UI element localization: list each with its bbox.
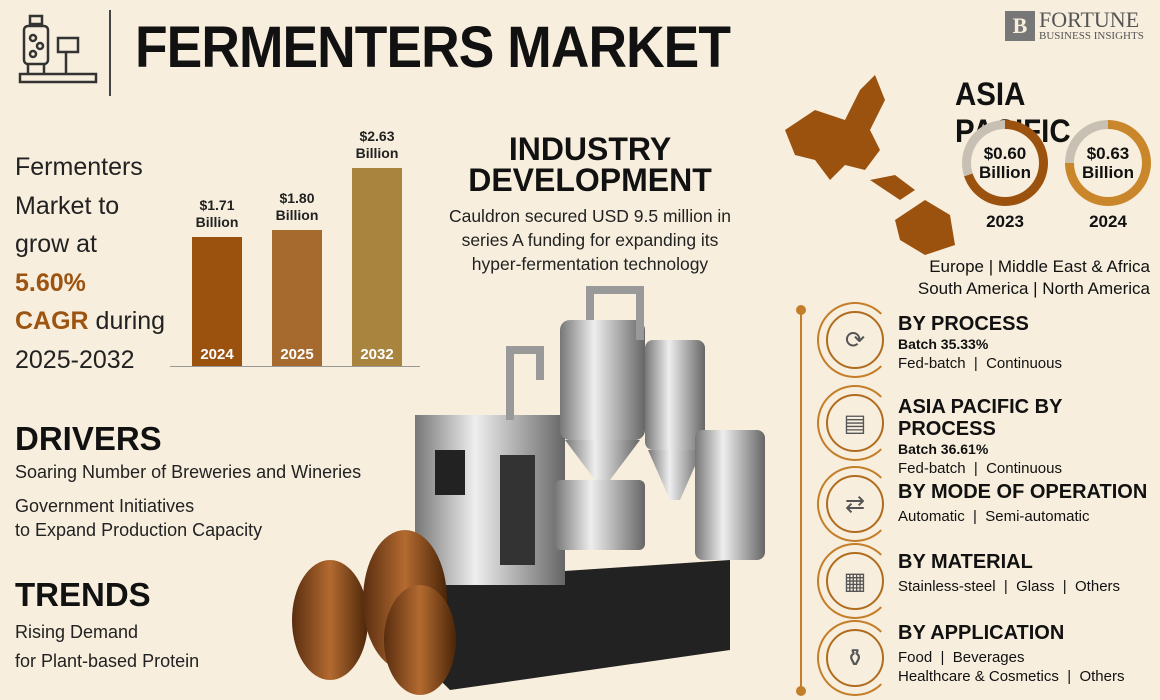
cagr-label: CAGR xyxy=(15,307,89,335)
segment-arc xyxy=(817,302,893,378)
donut-year: 2024 xyxy=(1089,212,1127,231)
segment-by-material: BY MATERIAL Stainless-steel | Glass | Ot… xyxy=(898,551,1120,596)
bar-data-label: $2.63 Billion xyxy=(355,128,399,161)
fermenter-equipment-image xyxy=(292,286,765,695)
products-icon: ⚱ xyxy=(826,629,884,687)
donut-2023: $0.60 Billion xyxy=(962,120,1048,206)
growth-statement: Fermenters Market to grow at 5.60% CAGR … xyxy=(15,148,165,379)
forecast-period: 2025-2032 xyxy=(15,345,135,374)
growth-line: grow at xyxy=(15,230,97,258)
growth-line: during xyxy=(88,307,166,335)
driver-item: Government Initiatives xyxy=(15,496,195,516)
chart-baseline xyxy=(170,366,420,367)
segment-options: Automatic | Semi-automatic xyxy=(898,508,1090,525)
segment-title: BY APPLICATION xyxy=(898,622,1065,644)
segment-highlight: Batch 35.33% xyxy=(898,336,989,352)
segment-title: ASIA PACIFIC BY PROCESS xyxy=(898,396,1063,440)
brand-logo: B FORTUNE BUSINESS INSIGHTS xyxy=(1005,7,1144,42)
segment-options: Healthcare & Cosmetics | Others xyxy=(898,668,1125,685)
timeline-dot xyxy=(796,686,806,696)
segment-title: BY MODE OF OPERATION xyxy=(898,481,1148,503)
divider xyxy=(109,10,111,96)
trends-title: TRENDS xyxy=(15,576,151,613)
asia-pacific-map xyxy=(785,75,955,255)
donut-2024: $0.63 Billion xyxy=(1065,120,1151,206)
segment-asia-pacific-by-process: ASIA PACIFIC BY PROCESS Batch 36.61% Fed… xyxy=(898,396,1160,478)
materials-icon: ▦ xyxy=(826,552,884,610)
page-title: FERMENTERS MARKET xyxy=(135,15,731,80)
container-icon: ▤ xyxy=(826,394,884,452)
regions-line: Europe | Middle East & Africa xyxy=(929,257,1150,276)
bar-data-label: $1.71 Billion xyxy=(195,197,239,231)
industry-text: Cauldron secured USD 9.5 million in seri… xyxy=(448,206,732,274)
cycle-icon: ⟳ xyxy=(826,311,884,369)
segment-title: BY PROCESS xyxy=(898,313,1029,335)
segment-title: BY MATERIAL xyxy=(898,551,1033,573)
segment-arc xyxy=(817,466,893,542)
fermenter-icon xyxy=(18,14,98,84)
segment-by-mode-of-operation: BY MODE OF OPERATION Automatic | Semi-au… xyxy=(898,481,1147,526)
donut-value: $0.60 xyxy=(983,144,1027,163)
timeline-dot xyxy=(796,305,806,315)
growth-line: Market to xyxy=(15,191,120,220)
donut-unit: Billion xyxy=(979,163,1031,182)
cagr-value: 5.60% xyxy=(15,268,86,297)
segment-options: Fed-batch | Continuous xyxy=(898,460,1062,477)
regions-line: South America | North America xyxy=(917,279,1150,298)
segment-arc xyxy=(817,543,893,619)
driver-item: Soaring Number of Breweries and Wineries xyxy=(15,462,362,482)
logo-text: FORTUNE xyxy=(1039,7,1140,32)
logo-subtext: BUSINESS INSIGHTS xyxy=(1039,30,1144,42)
segment-arc xyxy=(817,385,893,461)
donut-unit: Billion xyxy=(1082,163,1134,182)
donut-year: 2023 xyxy=(986,212,1024,231)
segment-options: Food | Beverages xyxy=(898,649,1025,666)
segment-highlight: Batch 36.61% xyxy=(898,441,989,457)
trend-item: Rising Demand xyxy=(15,622,139,642)
industry-development: INDUSTRY DEVELOPMENT Cauldron secured US… xyxy=(440,131,740,276)
other-regions: Europe | Middle East & Africa South Amer… xyxy=(880,256,1150,300)
segment-options: Stainless-steel | Glass | Others xyxy=(898,578,1121,595)
bar-2024: 2024 xyxy=(192,237,242,366)
drivers-title: DRIVERS xyxy=(15,420,162,457)
industry-title: DEVELOPMENT xyxy=(468,162,712,198)
donut-value: $0.63 xyxy=(1086,144,1130,163)
industry-title: INDUSTRY xyxy=(508,131,672,167)
segment-arc xyxy=(817,620,893,696)
segment-by-process: BY PROCESS Batch 35.33% Fed-batch | Cont… xyxy=(898,313,1062,373)
growth-line: Fermenters xyxy=(15,153,143,181)
workflow-icon: ⇄ xyxy=(826,475,884,533)
bar-category-label: 2024 xyxy=(200,345,234,363)
segment-options: Fed-batch | Continuous xyxy=(898,355,1062,372)
timeline-spine xyxy=(800,310,802,692)
driver-item: to Expand Production Capacity xyxy=(15,520,263,540)
trend-item: for Plant-based Protein xyxy=(15,651,200,671)
segment-by-application: BY APPLICATION Food | Beverages Healthca… xyxy=(898,622,1124,686)
bar-data-label: $1.80 Billion xyxy=(275,190,319,224)
